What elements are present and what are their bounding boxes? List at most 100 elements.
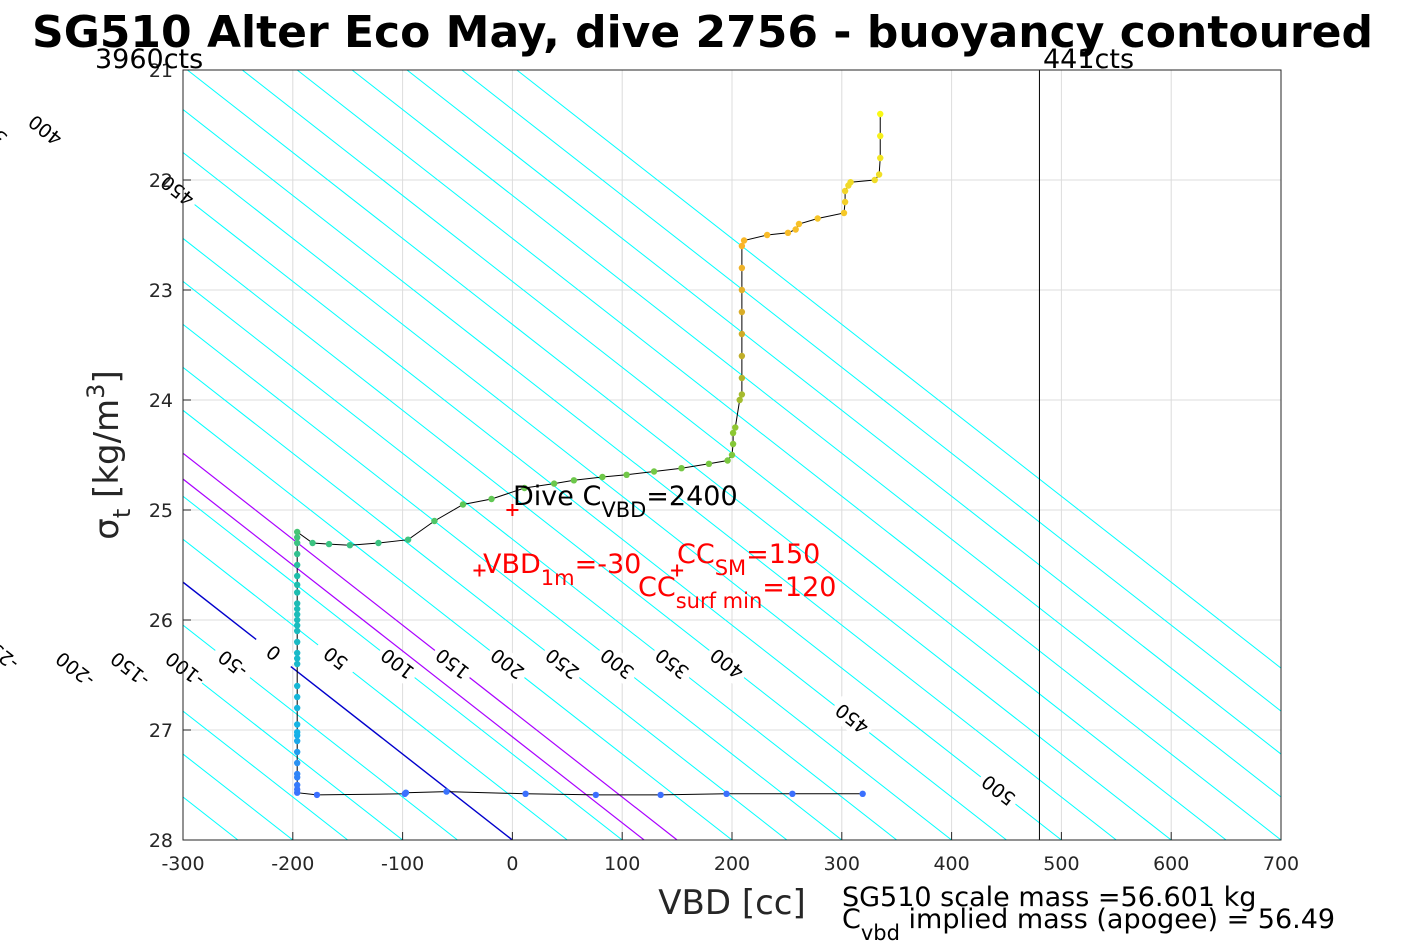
top-left-label: 3960cts xyxy=(95,44,203,75)
data-point xyxy=(724,457,731,464)
contour-lines xyxy=(183,70,1281,840)
cc-sm-label: CCSM=150 xyxy=(677,539,820,580)
x-tick-label: 400 xyxy=(933,853,969,875)
data-point xyxy=(871,176,878,184)
data-point xyxy=(841,198,849,206)
data-point xyxy=(784,229,792,236)
data-point xyxy=(877,154,884,162)
contour-line--150 xyxy=(183,710,349,840)
data-point xyxy=(293,649,301,657)
contour-line-400 xyxy=(183,237,952,840)
data-point xyxy=(678,465,685,472)
contour-label-bg xyxy=(0,107,15,154)
contour-label-bg xyxy=(482,640,532,688)
contour-line-800 xyxy=(406,70,1281,755)
contour-line-500 xyxy=(183,151,1062,840)
profile-line xyxy=(296,114,881,796)
contour-label-bg xyxy=(647,640,697,688)
data-point xyxy=(705,460,713,467)
data-point xyxy=(599,473,606,481)
x-tick-label: 300 xyxy=(824,853,860,875)
data-point xyxy=(293,605,301,613)
magenta-line-120 xyxy=(183,478,645,840)
data-point xyxy=(740,237,748,244)
data-point xyxy=(293,627,301,635)
data-point xyxy=(738,391,746,398)
data-point xyxy=(293,748,301,756)
data-point xyxy=(738,286,746,294)
contour-label-bg xyxy=(0,629,24,677)
data-point xyxy=(401,790,408,797)
data-point xyxy=(875,171,883,178)
y-tick-label: 24 xyxy=(149,390,173,412)
y-tick-label: 23 xyxy=(149,280,173,302)
data-point xyxy=(729,440,737,448)
data-point xyxy=(738,242,746,250)
contour-label-bg xyxy=(702,640,752,688)
data-point xyxy=(763,231,771,239)
contour-label-bg xyxy=(105,646,155,693)
contour-label-bg xyxy=(427,640,477,688)
contour-label-bg xyxy=(827,695,877,743)
data-point xyxy=(570,477,578,484)
data-point xyxy=(732,424,739,431)
y-tick-label: 28 xyxy=(149,830,173,852)
contour-label-bg xyxy=(592,640,642,688)
data-point xyxy=(375,539,382,547)
data-point xyxy=(293,589,301,596)
data-point xyxy=(736,396,743,404)
data-point xyxy=(814,215,821,222)
data-point xyxy=(840,209,848,217)
data-point xyxy=(789,790,796,797)
y-axis-sup: 3 xyxy=(82,384,110,399)
y-axis-sub: t xyxy=(108,509,136,518)
contour-line-200 xyxy=(183,409,733,840)
data-point xyxy=(293,682,301,690)
contour-line-250 xyxy=(183,366,788,840)
annotation-markers xyxy=(473,504,684,577)
cc-surf-min-label: CCsurf min=120 xyxy=(638,572,836,613)
data-point xyxy=(859,790,866,797)
data-point xyxy=(657,791,664,799)
y-tick-label: 21 xyxy=(149,60,173,82)
data-point xyxy=(293,539,301,547)
data-point xyxy=(293,770,301,778)
data-point xyxy=(792,226,799,233)
contour-line-350 xyxy=(183,280,898,840)
contour-label-bg xyxy=(207,640,258,688)
contour-line-700 xyxy=(296,70,1281,840)
data-point xyxy=(293,528,301,536)
x-tick-label: -100 xyxy=(381,853,424,875)
contour-line-100 xyxy=(183,495,623,840)
data-point xyxy=(309,539,316,547)
data-point xyxy=(443,788,450,795)
data-point xyxy=(729,429,737,437)
y-axis-symbol: σ xyxy=(87,518,127,540)
data-point xyxy=(431,517,438,525)
vbd-1m-label: VBD1m=-30 xyxy=(483,549,641,590)
y-tick-label: 27 xyxy=(149,720,173,742)
contour-line-50 xyxy=(183,538,568,840)
chart-title: SG510 Alter Eco May, dive 2756 - buoyanc… xyxy=(32,7,1373,58)
contour-line-600 xyxy=(187,70,1172,840)
data-point xyxy=(738,330,746,338)
contour-label-bg xyxy=(152,167,203,215)
data-point xyxy=(325,540,333,548)
data-point xyxy=(841,187,849,195)
x-axis-label: VBD [cc] xyxy=(658,883,806,923)
y-axis-unit: [kg/m xyxy=(87,399,127,498)
contour-label-bg xyxy=(310,635,361,682)
data-point xyxy=(723,790,730,797)
contour-label-bg xyxy=(248,629,299,677)
data-point xyxy=(592,791,600,799)
y-tick-label: 25 xyxy=(149,500,173,522)
data-point xyxy=(293,759,301,767)
top-right-label: 441cts xyxy=(1043,44,1134,75)
contour-line-550 xyxy=(183,108,1117,840)
data-point xyxy=(550,480,558,487)
x-tick-label: -200 xyxy=(271,853,314,875)
data-point xyxy=(293,572,301,580)
data-point xyxy=(293,622,301,629)
data-point xyxy=(459,501,467,508)
